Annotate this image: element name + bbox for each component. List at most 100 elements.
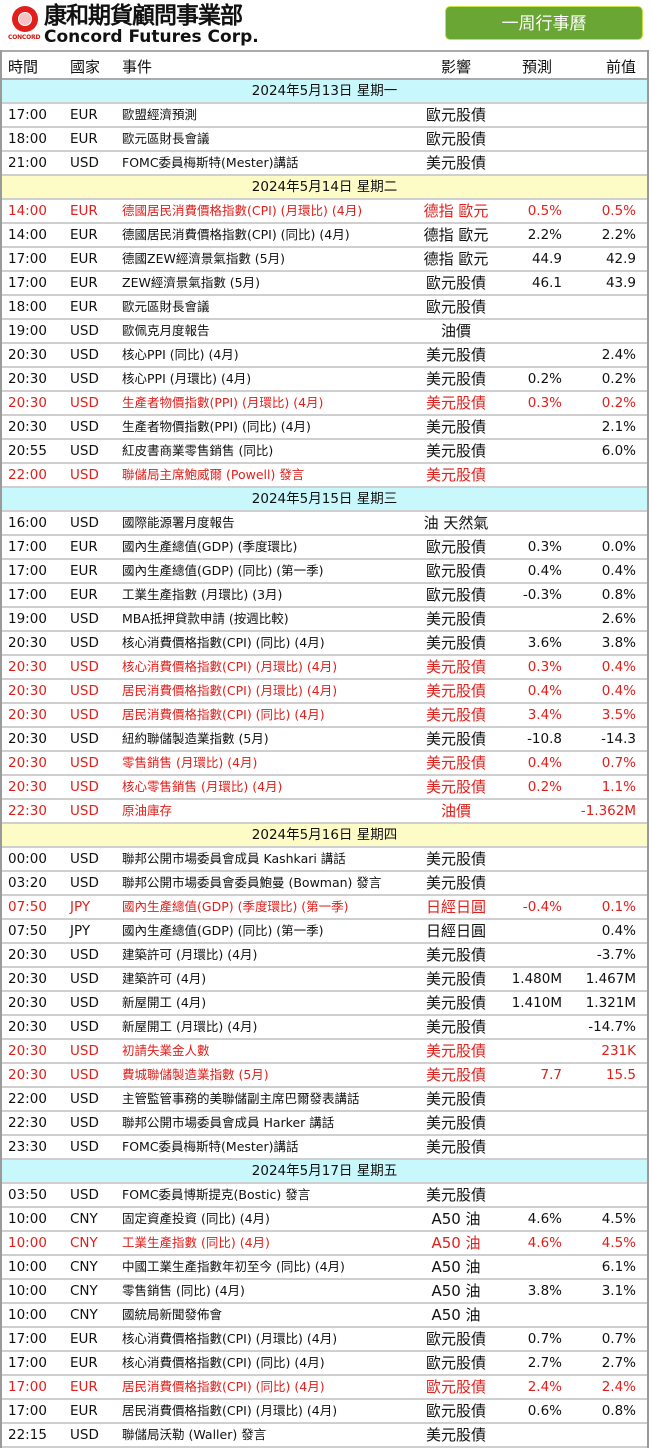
event-previous: 0.8% (601, 1403, 636, 1419)
event-name: 國內生產總值(GDP) (同比) (第一季) (122, 563, 324, 578)
event-previous: 231K (601, 1043, 636, 1059)
event-forecast: -0.4% (522, 899, 562, 915)
event-impact: 德指 歐元 (423, 226, 489, 244)
event-currency: USD (70, 971, 99, 987)
event-time: 20:30 (8, 635, 47, 651)
event-time: 10:00 (8, 1259, 47, 1275)
event-row: 20:30 USD 紐約聯儲製造業指數 (5月) 美元股債 -10.8 -14.3 (2, 728, 647, 752)
event-row: 22:00 USD 聯儲局主席鮑威爾 (Powell) 發言 美元股債 (2, 464, 647, 488)
event-impact: 歐元股債 (425, 274, 486, 292)
event-impact: 美元股債 (425, 682, 486, 700)
event-row: 00:00 USD 聯邦公開市場委員會成員 Kashkari 講話 美元股債 (2, 848, 647, 872)
event-currency: EUR (70, 587, 98, 603)
event-time: 22:15 (8, 1427, 47, 1443)
event-impact: 油價 (440, 802, 471, 820)
event-time: 17:00 (8, 539, 47, 555)
event-impact: 美元股債 (425, 634, 486, 652)
event-time: 20:30 (8, 371, 47, 387)
event-time: 19:00 (8, 611, 47, 627)
event-impact: 美元股債 (425, 1066, 486, 1084)
event-currency: USD (70, 731, 99, 747)
column-header-time: 時間 (8, 58, 39, 76)
event-previous: 3.1% (601, 1283, 636, 1299)
event-impact: 歐元股債 (425, 130, 486, 148)
event-impact: 美元股債 (425, 1186, 486, 1204)
event-forecast: 3.4% (527, 707, 562, 723)
event-name: 新屋開工 (4月) (122, 995, 207, 1010)
event-time: 19:00 (8, 323, 47, 339)
page-header: CONCORD 康和期貨顧問事業部 Concord Futures Corp. … (0, 0, 651, 50)
event-currency: USD (70, 467, 99, 483)
event-name: 聯儲局主席鮑威爾 (Powell) 發言 (122, 467, 305, 482)
event-row: 20:30 USD 核心消費價格指數(CPI) (同比) (4月) 美元股債 3.6% 3… (2, 632, 647, 656)
event-row: 17:00 EUR 德國ZEW經濟景氣指數 (5月) 德指 歐元 44.9 42.9 (2, 248, 647, 272)
event-currency: EUR (70, 107, 98, 123)
event-forecast: 7.7 (540, 1067, 562, 1083)
event-time: 17:00 (8, 251, 47, 267)
event-name: 生產者物價指數(PPI) (月環比) (4月) (122, 395, 324, 410)
event-impact: 美元股債 (425, 1138, 486, 1156)
event-row: 03:20 USD 聯邦公開市場委員會委員鮑曼 (Bowman) 發言 美元股債 (2, 872, 647, 896)
event-currency: EUR (70, 299, 98, 315)
event-name: 初請失業金人數 (122, 1043, 210, 1058)
event-name: 核心消費價格指數(CPI) (月環比) (4月) (122, 659, 338, 674)
event-row: 17:00 EUR ZEW經濟景氣指數 (5月) 歐元股債 46.1 43.9 (2, 272, 647, 296)
event-name: 零售銷售 (同比) (4月) (122, 1283, 245, 1298)
event-impact: 美元股債 (425, 730, 486, 748)
event-row: 20:30 USD 新屋開工 (4月) 美元股債 1.410M 1.321M (2, 992, 647, 1016)
event-row: 14:00 EUR 德國居民消費價格指數(CPI) (月環比) (4月) 德指 歐元 0… (2, 200, 647, 224)
event-impact: A50 油 (431, 1306, 481, 1324)
event-forecast: 46.1 (531, 275, 562, 291)
event-impact: 美元股債 (425, 994, 486, 1012)
event-forecast: -0.3% (522, 587, 562, 603)
event-currency: USD (70, 995, 99, 1011)
event-name: 歐佩克月度報告 (122, 323, 210, 338)
weekly-calendar-button[interactable]: 一周行事曆 (445, 6, 643, 40)
event-impact: 美元股債 (425, 418, 486, 436)
event-row: 20:55 USD 紅皮書商業零售銷售 (同比) 美元股債 6.0% (2, 440, 647, 464)
event-row: 16:00 USD 國際能源署月度報告 油 天然氣 (2, 512, 647, 536)
brand-name-english: Concord Futures Corp. (44, 27, 259, 47)
event-impact: 美元股債 (425, 658, 486, 676)
event-row: 07:50 JPY 國內生產總值(GDP) (同比) (第一季) 日經日圓 0.4% (2, 920, 647, 944)
event-row: 10:00 CNY 工業生產指數 (同比) (4月) A50 油 4.6% 4.5% (2, 1232, 647, 1256)
event-impact: 美元股債 (425, 754, 486, 772)
event-row: 20:30 USD 居民消費價格指數(CPI) (月環比) (4月) 美元股債 0.4%… (2, 680, 647, 704)
event-currency: USD (70, 395, 99, 411)
event-row: 20:30 USD 核心PPI (月環比) (4月) 美元股債 0.2% 0.2% (2, 368, 647, 392)
event-time: 20:30 (8, 947, 47, 963)
brand-name-chinese: 康和期貨顧問事業部 (44, 3, 243, 29)
event-currency: EUR (70, 275, 98, 291)
event-currency: EUR (70, 251, 98, 267)
event-time: 20:30 (8, 707, 47, 723)
event-forecast: 2.7% (527, 1355, 562, 1371)
event-name: 零售銷售 (月環比) (4月) (122, 755, 258, 770)
date-label: 2024年5月17日 星期五 (251, 1163, 398, 1179)
event-name: 國內生產總值(GDP) (季度環比) (122, 539, 298, 554)
event-name: 歐盟經濟預測 (122, 107, 198, 122)
event-impact: 美元股債 (425, 346, 486, 364)
event-row: 17:00 EUR 居民消費價格指數(CPI) (月環比) (4月) 歐元股債 0.6%… (2, 1400, 647, 1424)
event-previous: -14.3 (601, 731, 636, 747)
economic-calendar-table: 時間 國家 事件 影響 預測 前值 2024年5月13日 星期一 17:00 EUR… (0, 50, 649, 1448)
event-time: 20:30 (8, 755, 47, 771)
column-header-country: 國家 (70, 58, 101, 76)
event-currency: USD (70, 707, 99, 723)
event-currency: USD (70, 635, 99, 651)
event-time: 22:00 (8, 1091, 47, 1107)
event-time: 22:30 (8, 803, 47, 819)
event-row: 20:30 USD 新屋開工 (月環比) (4月) 美元股債 -14.7% (2, 1016, 647, 1040)
event-name: 聯儲局沃勒 (Waller) 發言 (122, 1427, 267, 1442)
column-header-event: 事件 (122, 58, 153, 76)
date-header-row: 2024年5月13日 星期一 (2, 80, 647, 104)
event-time: 03:50 (8, 1187, 47, 1203)
event-name: 核心PPI (月環比) (4月) (122, 371, 252, 386)
event-previous: 2.4% (601, 1379, 636, 1395)
event-currency: USD (70, 347, 99, 363)
event-previous: 0.1% (601, 899, 636, 915)
event-currency: CNY (70, 1307, 98, 1323)
event-previous: 6.0% (601, 443, 636, 459)
event-name: 歐元區財長會議 (122, 299, 210, 314)
event-previous: 0.4% (601, 683, 636, 699)
event-forecast: 0.4% (527, 755, 562, 771)
